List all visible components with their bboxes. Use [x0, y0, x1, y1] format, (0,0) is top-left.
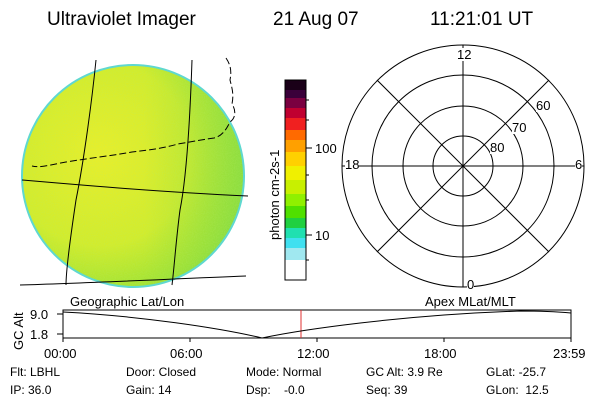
coastline	[31, 57, 236, 168]
geographic-grid	[19, 59, 249, 286]
mode-info: Mode: Normal	[246, 365, 322, 379]
colorbar-unit-label: photon cm-2s-1	[267, 149, 282, 240]
apex-panel-label: Apex MLat/MLT	[425, 294, 516, 309]
colorbar-seg	[285, 108, 306, 118]
colorbar-seg	[285, 98, 306, 108]
gain-info: Gain: 14	[126, 383, 172, 397]
colorbar-seg	[285, 80, 306, 90]
instrument-title: Ultraviolet Imager	[47, 9, 196, 30]
ip-info: IP: 36.0	[10, 383, 52, 397]
colorbar-tick-10: 10	[315, 228, 330, 243]
filter-info: Flt: LBHL	[10, 365, 61, 379]
mlt-label-0: 0	[467, 277, 475, 292]
altitude-y-label: GC Alt	[11, 312, 26, 350]
mlt-label-12: 12	[457, 47, 472, 62]
colorbar-seg	[285, 260, 306, 280]
colorbar-seg	[285, 140, 306, 152]
colorbar-tick-100: 100	[315, 141, 337, 156]
mlt-label-18: 18	[345, 157, 360, 172]
colorbar	[284, 79, 312, 281]
colorbar-seg	[285, 238, 306, 248]
colorbar-seg	[285, 248, 306, 260]
colorbar-seg	[285, 180, 306, 194]
altitude-ytick-1-8: 1.8	[30, 327, 49, 342]
glon-info: GLon: 12.5	[486, 383, 549, 397]
mlat-label-80: 80	[490, 140, 505, 155]
polar-mlat-mlt-plot	[341, 44, 585, 288]
gc-alt-info: GC Alt: 3.9 Re	[366, 365, 443, 379]
xtick-0600: 06:00	[170, 346, 203, 361]
time-label: 11:21:01 UT	[430, 9, 534, 30]
colorbar-seg	[285, 218, 306, 228]
colorbar-seg	[285, 118, 306, 130]
dsp-info: Dsp: -0.0	[246, 383, 305, 397]
colorbar-seg	[285, 228, 306, 238]
xtick-1800: 18:00	[424, 346, 457, 361]
mlt-label-6: 6	[575, 157, 583, 172]
mlat-label-60: 60	[536, 98, 551, 113]
altitude-curve	[62, 310, 572, 339]
colorbar-seg	[285, 90, 306, 98]
colorbar-seg	[285, 206, 306, 218]
seq-info: Seq: 39	[366, 383, 408, 397]
xtick-0000: 00:00	[44, 346, 77, 361]
colorbar-seg	[285, 166, 306, 180]
xtick-1200: 12:00	[297, 346, 330, 361]
date-label: 21 Aug 07	[273, 9, 359, 30]
geographic-panel-label: Geographic Lat/Lon	[70, 294, 185, 309]
glat-info: GLat: -25.7	[486, 365, 547, 379]
colorbar-seg	[285, 152, 306, 166]
door-info: Door: Closed	[126, 365, 197, 379]
altitude-ytick-9: 9.0	[30, 307, 49, 322]
colorbar-seg	[285, 194, 306, 206]
altitude-plot	[57, 309, 572, 342]
mlat-label-70: 70	[512, 120, 527, 135]
xtick-2359: 23:59	[553, 346, 586, 361]
colorbar-seg	[285, 130, 306, 140]
uv-earth-disk	[21, 64, 245, 288]
